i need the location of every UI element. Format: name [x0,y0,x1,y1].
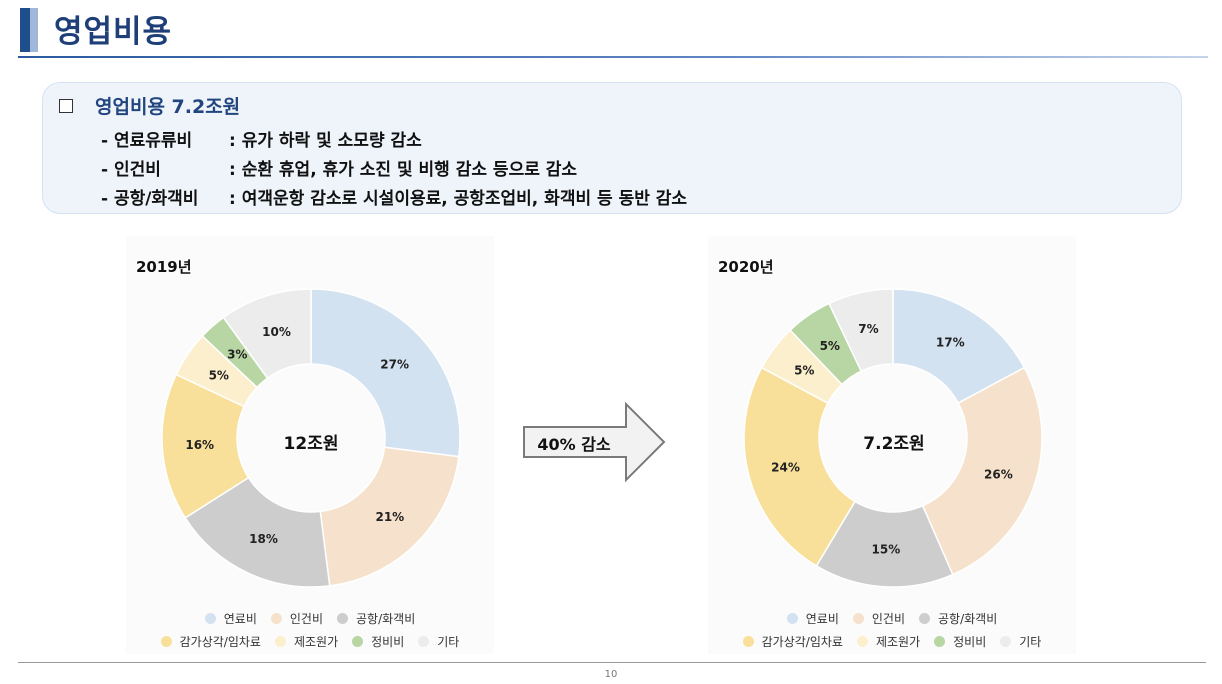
title-divider [18,56,1208,58]
summary-line-labor: - 인건비 : 순환 휴업, 휴가 소진 및 비행 감소 등으로 감소 [101,155,577,180]
data-label: 16% [185,438,214,452]
legend-label: 인건비 [289,612,323,626]
donut-chart-2020: 17% 26% 15% 24% 5% 5% 7% [743,288,1043,588]
data-label: 26% [984,467,1013,481]
data-label: 21% [375,510,404,524]
legend-item: 정비비 [352,633,404,650]
decrease-label: 40% 감소 [537,435,611,454]
data-label: 3% [227,347,247,361]
legend-swatch [270,613,282,624]
legend-row: 연료비 인건비 공항/화객비 [708,610,1076,627]
legend-item: 감가상각/임차료 [742,633,843,650]
data-label: 17% [936,335,965,349]
legend-item: 공항/화객비 [919,610,997,627]
legend-item: 정비비 [934,633,986,650]
legend-item: 인건비 [270,610,323,627]
legend-swatch [418,636,430,647]
donut-slice-연료비 [310,288,461,458]
legend-swatch [352,636,364,647]
chart-title-2019: 2019년 [136,258,192,276]
chart-legend-2020: 연료비 인건비 공항/화객비 감가상각/임차료 제조원가 정비비 기타 [708,610,1076,656]
donut-slice-공항/화객비 [184,476,331,588]
legend-item: 연료비 [786,610,839,627]
summary-box: 영업비용 7.2조원 - 연료유류비 : 유가 하락 및 소모량 감소 - 인건… [42,82,1182,214]
legend-label: 감가상각/임차료 [761,635,843,649]
legend-row: 연료비 인건비 공항/화객비 [126,610,494,627]
chart-center-label-2020: 7.2조원 [863,434,925,454]
title-accent-bar [20,8,38,52]
page-title: 영업비용 [54,14,173,50]
legend-label: 연료비 [805,612,839,626]
legend-item: 공항/화객비 [337,610,415,627]
chart-legend-2019: 연료비 인건비 공항/화객비 감가상각/임차료 제조원가 정비비 기타 [126,610,494,656]
legend-label: 인건비 [871,612,905,626]
legend-label: 제조원가 [293,635,339,649]
data-label: 10% [262,325,291,339]
data-label: 24% [771,461,800,475]
donut-slice-감가상각/임차료 [743,366,857,567]
legend-label: 기타 [437,635,460,649]
chart-panel-2020: 2020년 17% 26% 15% 24% 5% 5% 7% 7.2조원 연료비 인건비 공… [708,236,1076,654]
legend-row: 감가상각/임차료 제조원가 정비비 기타 [708,633,1076,650]
legend-item: 제조원가 [274,633,339,650]
summary-line-text: : 여객운항 감소로 시설이용료, 공항조업비, 화객비 등 동반 감소 [229,189,688,209]
legend-label: 정비비 [953,635,987,649]
legend-item: 제조원가 [856,633,921,650]
legend-label: 공항/화객비 [356,612,416,626]
legend-item: 기타 [1000,633,1041,650]
legend-swatch [786,613,798,624]
legend-swatch [856,636,868,647]
legend-label: 제조원가 [875,635,921,649]
legend-item: 인건비 [852,610,905,627]
summary-line-fuel: - 연료유류비 : 유가 하락 및 소모량 감소 [101,126,422,151]
legend-item: 감가상각/임차료 [160,633,261,650]
decrease-arrow-icon [523,401,666,483]
legend-row: 감가상각/임차료 제조원가 정비비 기타 [126,633,494,650]
legend-swatch [1000,636,1012,647]
legend-swatch [204,613,216,624]
legend-swatch [274,636,286,647]
donut-slice-인건비 [319,446,460,587]
legend-label: 기타 [1019,635,1042,649]
summary-heading-text: 영업비용 7.2조원 [95,96,241,118]
donut-slice-인건비 [921,366,1043,576]
legend-swatch [919,613,930,624]
chart-center-label-2019: 12조원 [283,434,339,454]
summary-heading: 영업비용 7.2조원 [59,92,240,119]
data-label: 5% [209,368,229,382]
chart-title-2020: 2020년 [718,258,774,276]
data-label: 7% [858,322,878,336]
legend-swatch [852,613,864,624]
data-label: 5% [794,363,814,377]
donut-slice-기타 [222,288,312,380]
legend-item: 기타 [418,633,459,650]
summary-line-label: - 인건비 [101,160,161,180]
summary-line-label: - 공항/화객비 [101,189,199,209]
legend-label: 연료비 [223,612,257,626]
legend-label: 감가상각/임차료 [179,635,261,649]
data-label: 18% [249,532,278,546]
legend-label: 정비비 [371,635,405,649]
legend-swatch [934,636,946,647]
data-label: 15% [872,542,901,556]
legend-swatch [160,636,172,647]
legend-label: 공항/화객비 [938,612,998,626]
legend-swatch [337,613,348,624]
summary-line-text: : 유가 하락 및 소모량 감소 [229,131,422,151]
summary-line-airport: - 공항/화객비 : 여객운항 감소로 시설이용료, 공항조업비, 화객비 등 … [101,184,687,209]
summary-line-label: - 연료유류비 [101,131,193,151]
donut-chart-2019: 27% 21% 18% 16% 5% 3% 10% [161,288,461,588]
data-label: 27% [380,357,409,371]
footer-divider [18,662,1206,663]
data-label: 5% [820,339,840,353]
summary-line-text: : 순환 휴업, 휴가 소진 및 비행 감소 등으로 감소 [229,160,578,180]
page-number: 10 [604,669,618,680]
checkbox-icon [59,98,73,113]
chart-panel-2019: 2019년 27% 21% 18% 16% 5% 3% 10% 12조원 연료비 인건비 공… [126,236,494,654]
legend-item: 연료비 [204,610,257,627]
donut-slice-기타 [827,288,894,373]
legend-swatch [742,636,754,647]
